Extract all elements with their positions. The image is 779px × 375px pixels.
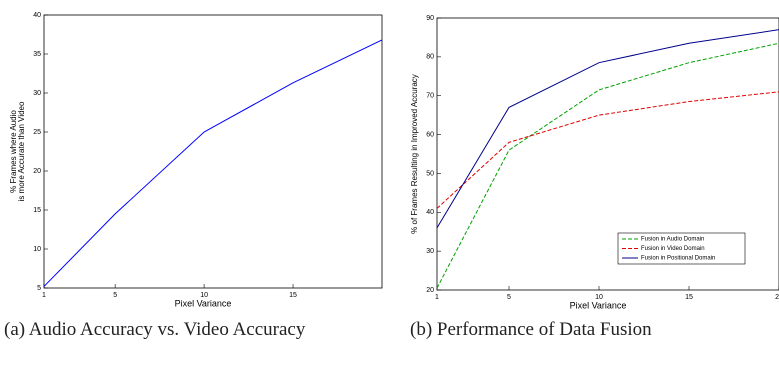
y-tick-label: 30 xyxy=(426,248,434,255)
y-tick-label: 60 xyxy=(426,131,434,138)
y-axis-label: is more Accurate than Video xyxy=(17,101,26,201)
legend-label: Fusion in Video Domain xyxy=(641,246,705,252)
y-tick-label: 40 xyxy=(426,209,434,216)
x-tick-label: 15 xyxy=(289,292,297,299)
plot-frame xyxy=(43,14,383,289)
x-tick-label: 1 xyxy=(435,294,439,301)
y-tick-label: 35 xyxy=(33,51,41,58)
x-tick-label: 15 xyxy=(685,294,693,301)
y-tick-label: 10 xyxy=(33,246,41,253)
y-tick-label: 25 xyxy=(33,129,41,136)
y-tick-label: 20 xyxy=(33,168,41,175)
y-tick-label: 15 xyxy=(33,207,41,214)
y-tick-label: 90 xyxy=(426,15,434,22)
x-tick-label: 10 xyxy=(595,294,603,301)
x-axis-label: Pixel Variance xyxy=(175,298,232,308)
plot-frame xyxy=(436,17,779,291)
y-tick-label: 70 xyxy=(426,93,434,100)
series-line xyxy=(43,39,383,287)
x-tick-label: 20 xyxy=(775,294,779,301)
x-tick-label: 5 xyxy=(113,292,117,299)
series-line xyxy=(436,91,779,209)
y-tick-label: 5 xyxy=(37,285,41,292)
y-tick-label: 30 xyxy=(33,90,41,97)
y-tick-label: 80 xyxy=(426,54,434,61)
series-line xyxy=(436,42,779,289)
y-axis-label: % Frames where Audio xyxy=(9,110,18,193)
caption: (a) Audio Accuracy vs. Video Accuracy xyxy=(4,319,306,340)
x-tick-label: 1 xyxy=(42,292,46,299)
series-line xyxy=(436,29,779,229)
x-axis-label: Pixel Variance xyxy=(570,300,627,310)
y-tick-label: 50 xyxy=(426,170,434,177)
legend-label: Fusion in Positional Domain xyxy=(641,256,715,262)
y-tick-label: 20 xyxy=(426,287,434,294)
y-tick-label: 40 xyxy=(33,12,41,19)
y-axis-label: % of Frames Resulting in Improved Accura… xyxy=(410,74,419,234)
x-tick-label: 5 xyxy=(507,294,511,301)
x-tick-label: 10 xyxy=(200,292,208,299)
legend-box xyxy=(617,232,746,265)
legend-label: Fusion in Audio Domain xyxy=(641,237,704,243)
caption: (b) Performance of Data Fusion xyxy=(410,319,652,340)
